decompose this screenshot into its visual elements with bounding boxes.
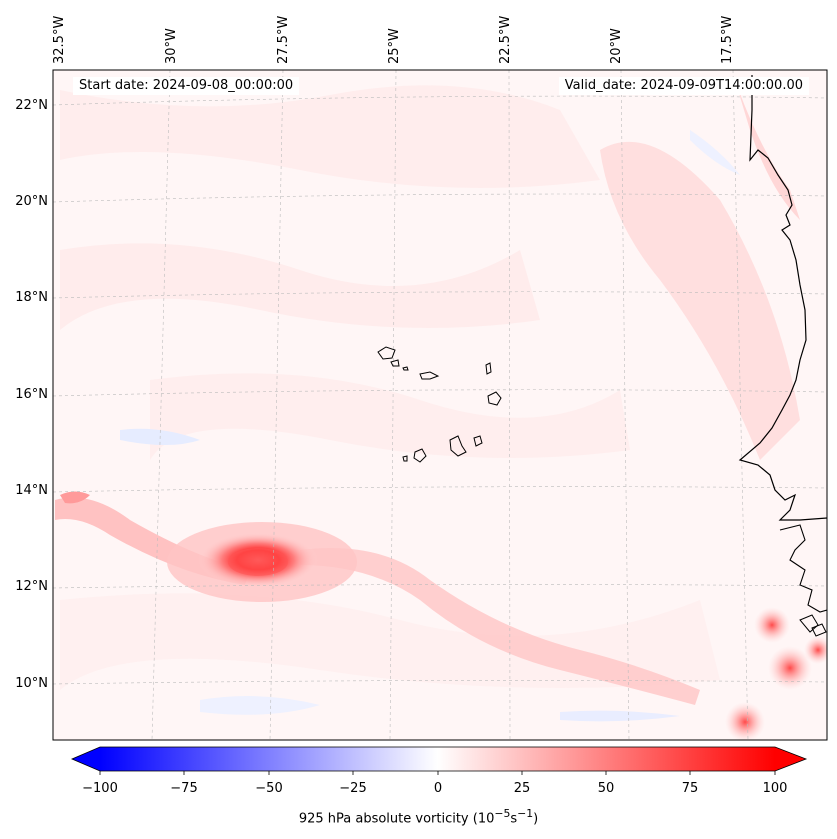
colorbar-tick-label: 50: [597, 781, 615, 796]
colorbar-tick-label: 100: [762, 781, 788, 796]
colorbar-label: 925 hPa absolute vorticity (10−5s−1): [298, 807, 539, 827]
colorbar-gradient: [100, 747, 775, 771]
colorbar-tick-label: 25: [513, 781, 531, 796]
lon-label-20w: 20°W: [609, 28, 624, 64]
lat-label-10n: 10°N: [15, 676, 48, 691]
graticule: [53, 70, 827, 740]
colorbar-extend-min: [72, 747, 100, 771]
lat-label-16n: 16°N: [15, 387, 48, 402]
map-frame: [52, 69, 828, 741]
colorbar-tick-label: −75: [170, 781, 198, 796]
african-coastline: [738, 75, 827, 521]
lon-label-27-5w: 27.5°W: [276, 15, 291, 64]
colorbar-tick-label: −50: [255, 781, 283, 796]
lon-label-25w: 25°W: [387, 28, 402, 64]
lat-label-20n: 20°N: [15, 194, 48, 209]
lon-label-32-5w: 32.5°W: [52, 15, 67, 64]
colorbar-tick-label: −100: [82, 781, 118, 796]
valid-date-label: Valid_date: 2024-09-09T14:00:00.00: [558, 77, 809, 95]
lat-label-12n: 12°N: [15, 579, 48, 594]
lon-label-22-5w: 22.5°W: [498, 15, 513, 64]
colorbar-tick-label: 0: [433, 781, 443, 796]
colorbar: [70, 746, 808, 775]
lat-label-18n: 18°N: [15, 290, 48, 305]
lon-label-17-5w: 17.5°W: [720, 15, 735, 64]
lat-label-22n: 22°N: [15, 98, 48, 113]
lon-label-30w: 30°W: [164, 28, 179, 64]
start-date-label: Start date: 2024-09-08_00:00:00: [73, 77, 300, 95]
colorbar-extend-max: [775, 747, 806, 771]
cape-verde-islands: [377, 346, 502, 463]
vorticity-field: [53, 70, 827, 740]
colorbar-tick-label: 75: [681, 781, 699, 796]
lat-label-14n: 14°N: [15, 483, 48, 498]
colorbar-tick-label: −25: [339, 781, 367, 796]
